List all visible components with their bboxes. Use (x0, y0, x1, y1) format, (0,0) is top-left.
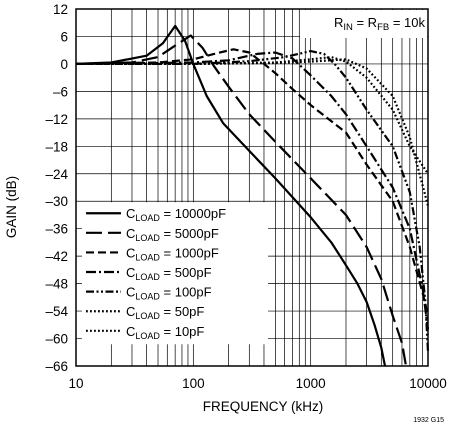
y-tick-label: –42 (45, 249, 68, 264)
x-tick-label: 10000 (409, 376, 447, 391)
resistor-annotation: RIN = RFB = 10k (300, 10, 427, 38)
y-tick-label: –54 (45, 304, 68, 319)
y-tick-label: –30 (45, 194, 68, 209)
x-tick-labels: 10 100 1000 10000 (68, 376, 446, 391)
y-tick-label: 0 (60, 57, 68, 72)
y-tick-label: –48 (45, 277, 68, 292)
x-tick-label: 1000 (296, 376, 326, 391)
y-tick-label: 12 (53, 2, 68, 17)
y-tick-label: –18 (45, 139, 68, 154)
y-axis-title: GAIN (dB) (4, 176, 19, 238)
figure-code-label: 1932 G15 (413, 417, 444, 424)
y-tick-label: –60 (45, 332, 68, 347)
x-tick-label: 10 (68, 376, 83, 391)
y-tick-label: –24 (45, 167, 68, 182)
y-tick-label: –66 (45, 359, 68, 374)
series-line-6 (76, 57, 428, 174)
y-tick-label: –12 (45, 112, 68, 127)
y-tick-label: 6 (60, 29, 68, 44)
series-line-7 (76, 59, 428, 206)
x-axis-title: FREQUENCY (kHz) (203, 399, 324, 414)
y-tick-label: –6 (53, 84, 68, 99)
y-tick-labels: 12 6 0 –6 –12 –18 –24 –30 –36 –42 –48 –54 –60 –66 (45, 2, 68, 374)
x-tick-label: 100 (182, 376, 205, 391)
y-tick-label: –36 (45, 222, 68, 237)
